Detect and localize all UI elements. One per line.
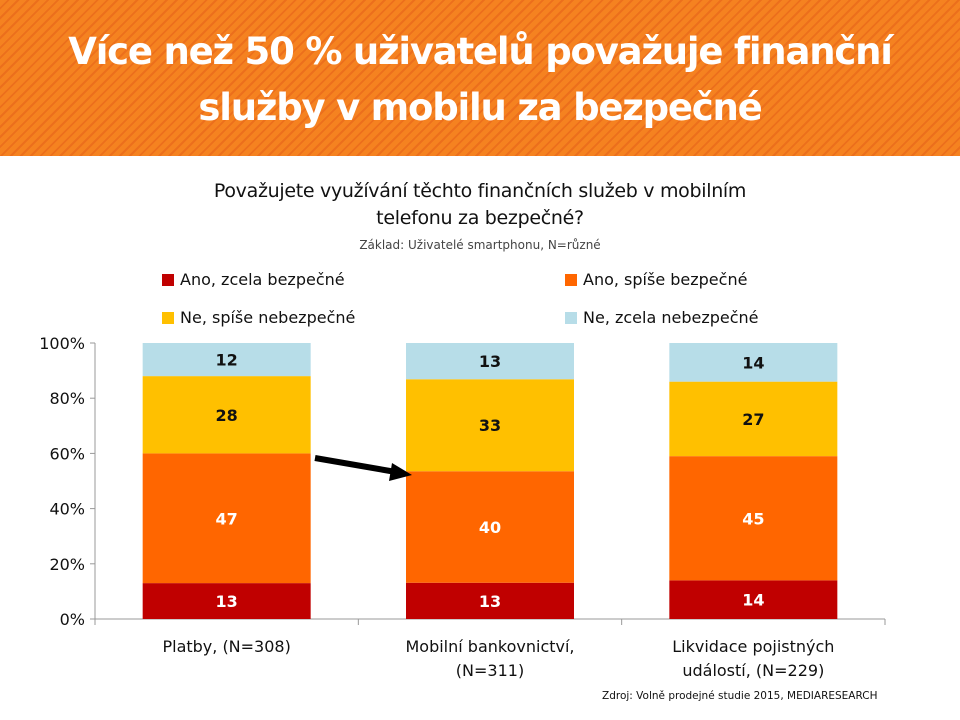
data-label: 13	[479, 352, 501, 371]
bar-segment	[142, 343, 311, 377]
legend-item: Ne, zcela nebezpečné	[565, 308, 759, 327]
y-tick-label: 100%	[39, 334, 85, 353]
data-label: 33	[479, 416, 501, 435]
y-tick-label: 40%	[49, 500, 85, 519]
data-label: 47	[216, 509, 238, 528]
legend-item: Ano, zcela bezpečné	[162, 270, 345, 289]
y-tick-label: 0%	[60, 610, 85, 629]
legend-label: Ano, spíše bezpečné	[583, 270, 748, 289]
legend-swatch	[565, 311, 577, 324]
chart-subtitle: Základ: Uživatelé smartphonu, N=různé	[359, 238, 601, 252]
data-label: 27	[742, 410, 764, 429]
x-tick-label: událostí, (N=229)	[682, 661, 824, 680]
bar-segment	[142, 583, 311, 619]
chart-title: Považujete využívání těchto finančních s…	[213, 180, 747, 229]
bar-segment	[406, 471, 574, 583]
bar-segment	[669, 580, 838, 619]
bar-segment	[669, 343, 838, 382]
bar-segment	[669, 381, 838, 457]
data-label: 12	[216, 351, 238, 370]
arrow-head	[389, 463, 412, 481]
legend-swatch	[162, 311, 174, 324]
bar-segment	[406, 582, 574, 619]
legend-label: Ne, zcela nebezpečné	[583, 308, 759, 327]
data-label: 14	[742, 353, 764, 372]
legend-swatch	[162, 273, 174, 286]
data-label: 45	[742, 509, 764, 528]
x-tick-label: (N=311)	[456, 661, 524, 680]
legend-item: Ano, spíše bezpečné	[565, 270, 747, 289]
data-label: 40	[479, 518, 501, 537]
data-label: 14	[742, 591, 764, 610]
title-banner: Více než 50 % uživatelů považuje finančn…	[0, 0, 960, 156]
data-label: 28	[216, 406, 238, 425]
x-tick-label: Mobilní bankovnictví,	[405, 637, 574, 656]
x-tick-label: Platby, (N=308)	[162, 637, 290, 656]
bar-segment	[142, 453, 311, 584]
arrow-shaft	[314, 455, 397, 475]
legend-swatch	[565, 273, 577, 286]
y-tick-label: 80%	[49, 389, 85, 408]
bar-segment	[406, 343, 574, 380]
y-tick-label: 60%	[49, 444, 85, 463]
bar-segment	[406, 379, 574, 472]
page-title: Více než 50 % uživatelů považuje finančn…	[68, 30, 893, 129]
source-note: Zdroj: Volně prodejné studie 2015, MEDIA…	[602, 690, 878, 702]
data-label: 13	[479, 592, 501, 611]
data-label: 13	[216, 592, 238, 611]
legend-label: Ne, spíše nebezpečné	[180, 308, 356, 327]
bar-segment	[142, 376, 311, 454]
x-tick-label: Likvidace pojistných	[672, 637, 834, 656]
bar-segment	[669, 456, 838, 581]
legend-label: Ano, zcela bezpečné	[180, 270, 345, 289]
y-tick-label: 20%	[49, 555, 85, 574]
legend-item: Ne, spíše nebezpečné	[162, 308, 355, 327]
